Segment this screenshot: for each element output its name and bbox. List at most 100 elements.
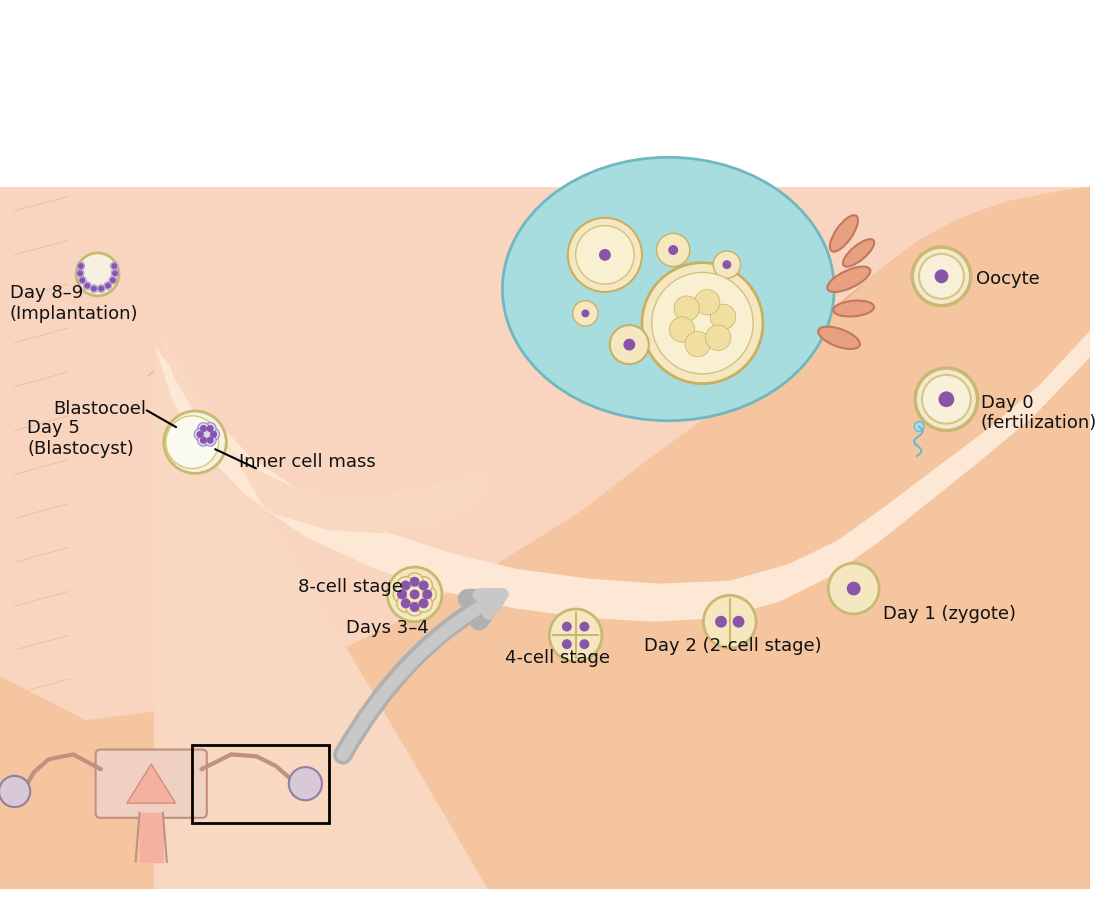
Circle shape [581, 640, 589, 648]
Circle shape [204, 435, 216, 446]
Circle shape [79, 264, 83, 268]
Circle shape [165, 416, 219, 469]
Text: Day 1 (zygote): Day 1 (zygote) [882, 605, 1016, 623]
Circle shape [734, 616, 744, 626]
Polygon shape [0, 186, 1090, 889]
Circle shape [198, 435, 209, 446]
Circle shape [203, 430, 211, 438]
Circle shape [201, 426, 206, 431]
Circle shape [194, 428, 206, 440]
Circle shape [669, 317, 695, 342]
Circle shape [915, 368, 977, 430]
Circle shape [563, 640, 571, 648]
Circle shape [113, 264, 116, 268]
Circle shape [164, 411, 227, 473]
Circle shape [92, 287, 96, 291]
Circle shape [90, 284, 98, 292]
Circle shape [289, 767, 322, 800]
Text: Day 5
(Blastocyst): Day 5 (Blastocyst) [27, 418, 134, 458]
Circle shape [706, 325, 731, 350]
Circle shape [111, 278, 115, 283]
Circle shape [848, 582, 860, 594]
Circle shape [198, 423, 209, 435]
Circle shape [402, 581, 410, 590]
Circle shape [419, 586, 436, 603]
Circle shape [414, 595, 432, 612]
Ellipse shape [828, 266, 870, 292]
Circle shape [919, 254, 964, 299]
Circle shape [108, 276, 116, 284]
Circle shape [411, 590, 419, 598]
Circle shape [685, 331, 710, 356]
Circle shape [104, 282, 112, 290]
Circle shape [420, 599, 428, 608]
Circle shape [388, 567, 442, 622]
Bar [192, 744, 328, 823]
Circle shape [922, 375, 971, 424]
Circle shape [567, 218, 642, 292]
Circle shape [642, 263, 763, 383]
Circle shape [411, 578, 419, 586]
Circle shape [402, 599, 410, 608]
Circle shape [575, 226, 634, 284]
Circle shape [913, 248, 971, 306]
Circle shape [405, 573, 423, 590]
Circle shape [405, 598, 423, 616]
Circle shape [111, 269, 118, 277]
Text: Day 0
(fertilization): Day 0 (fertilization) [981, 393, 1097, 432]
Circle shape [84, 282, 92, 290]
Circle shape [669, 246, 677, 254]
Text: Day 2 (2-cell stage): Day 2 (2-cell stage) [643, 637, 821, 655]
Circle shape [704, 596, 756, 648]
Circle shape [713, 251, 741, 278]
Circle shape [829, 563, 879, 614]
Circle shape [85, 284, 89, 288]
Text: Inner cell mass: Inner cell mass [239, 454, 375, 472]
Circle shape [99, 287, 103, 291]
Circle shape [724, 261, 731, 268]
Circle shape [414, 577, 432, 594]
Polygon shape [127, 764, 175, 803]
Circle shape [695, 290, 719, 315]
Circle shape [97, 284, 105, 292]
Polygon shape [156, 331, 1090, 622]
Circle shape [0, 776, 30, 807]
Circle shape [939, 392, 953, 406]
Circle shape [211, 432, 216, 436]
Circle shape [198, 432, 202, 436]
FancyBboxPatch shape [96, 750, 207, 818]
Circle shape [76, 253, 120, 296]
Bar [0, 186, 1090, 889]
Circle shape [674, 296, 699, 321]
Circle shape [204, 423, 216, 435]
Circle shape [397, 595, 414, 612]
Circle shape [600, 250, 610, 260]
Circle shape [111, 262, 118, 270]
Circle shape [393, 586, 411, 603]
Ellipse shape [818, 327, 860, 349]
Circle shape [914, 422, 924, 431]
Polygon shape [0, 186, 1090, 889]
Circle shape [581, 623, 589, 631]
Circle shape [550, 609, 602, 662]
Circle shape [78, 276, 86, 284]
Circle shape [936, 271, 947, 283]
Circle shape [405, 586, 423, 603]
Circle shape [80, 278, 84, 283]
Circle shape [77, 262, 85, 270]
Text: 4-cell stage: 4-cell stage [505, 649, 610, 667]
Ellipse shape [843, 239, 875, 266]
Circle shape [610, 325, 649, 364]
Circle shape [78, 271, 82, 275]
Text: Blastocoel: Blastocoel [54, 400, 146, 418]
Ellipse shape [833, 301, 875, 317]
Circle shape [563, 623, 571, 631]
Ellipse shape [830, 215, 858, 252]
Circle shape [398, 590, 405, 598]
Circle shape [716, 616, 726, 626]
Circle shape [651, 273, 753, 374]
Circle shape [420, 581, 428, 590]
Ellipse shape [503, 158, 834, 420]
Circle shape [423, 590, 431, 598]
Circle shape [113, 271, 117, 275]
